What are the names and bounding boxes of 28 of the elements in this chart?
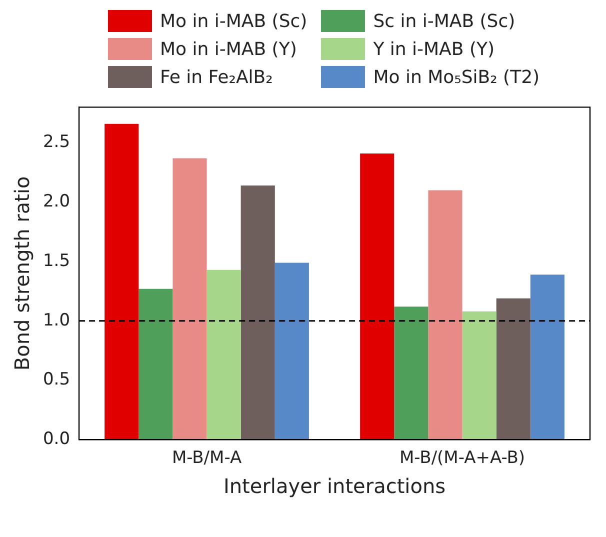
bar xyxy=(172,158,207,440)
x-tick-label: M-B/M-A xyxy=(172,448,242,468)
y-tick-label: 2.0 xyxy=(42,192,70,212)
bar xyxy=(240,186,275,440)
y-tick-label: 0.0 xyxy=(42,429,70,450)
bar xyxy=(462,311,496,440)
bar xyxy=(394,306,428,440)
y-axis-title: Bond strength ratio xyxy=(10,176,34,371)
bar xyxy=(428,190,462,440)
bar xyxy=(104,124,139,440)
y-tick-label: 2.5 xyxy=(42,132,70,152)
bar xyxy=(360,154,394,440)
bar xyxy=(138,288,173,440)
legend-label: Sc in i-MAB (Sc) xyxy=(373,10,516,32)
x-axis-title: Interlayer interactions xyxy=(223,474,446,498)
bar xyxy=(496,298,530,440)
bar xyxy=(206,270,241,440)
legend-label: Mo in i-MAB (Sc) xyxy=(160,10,308,32)
legend-label: Mo in Mo₅SiB₂ (T2) xyxy=(373,66,540,88)
y-tick-label: 0.5 xyxy=(42,370,70,390)
legend-label: Mo in i-MAB (Y) xyxy=(160,38,297,60)
x-tick-label: M-B/(M-A+A-B) xyxy=(399,448,526,468)
bar xyxy=(274,262,309,440)
y-tick-label: 1.0 xyxy=(42,310,70,330)
y-tick-label: 1.5 xyxy=(42,250,70,271)
legend-label: Y in i-MAB (Y) xyxy=(373,38,494,60)
bar xyxy=(530,274,564,440)
legend-label: Fe in Fe₂AlB₂ xyxy=(160,66,273,88)
